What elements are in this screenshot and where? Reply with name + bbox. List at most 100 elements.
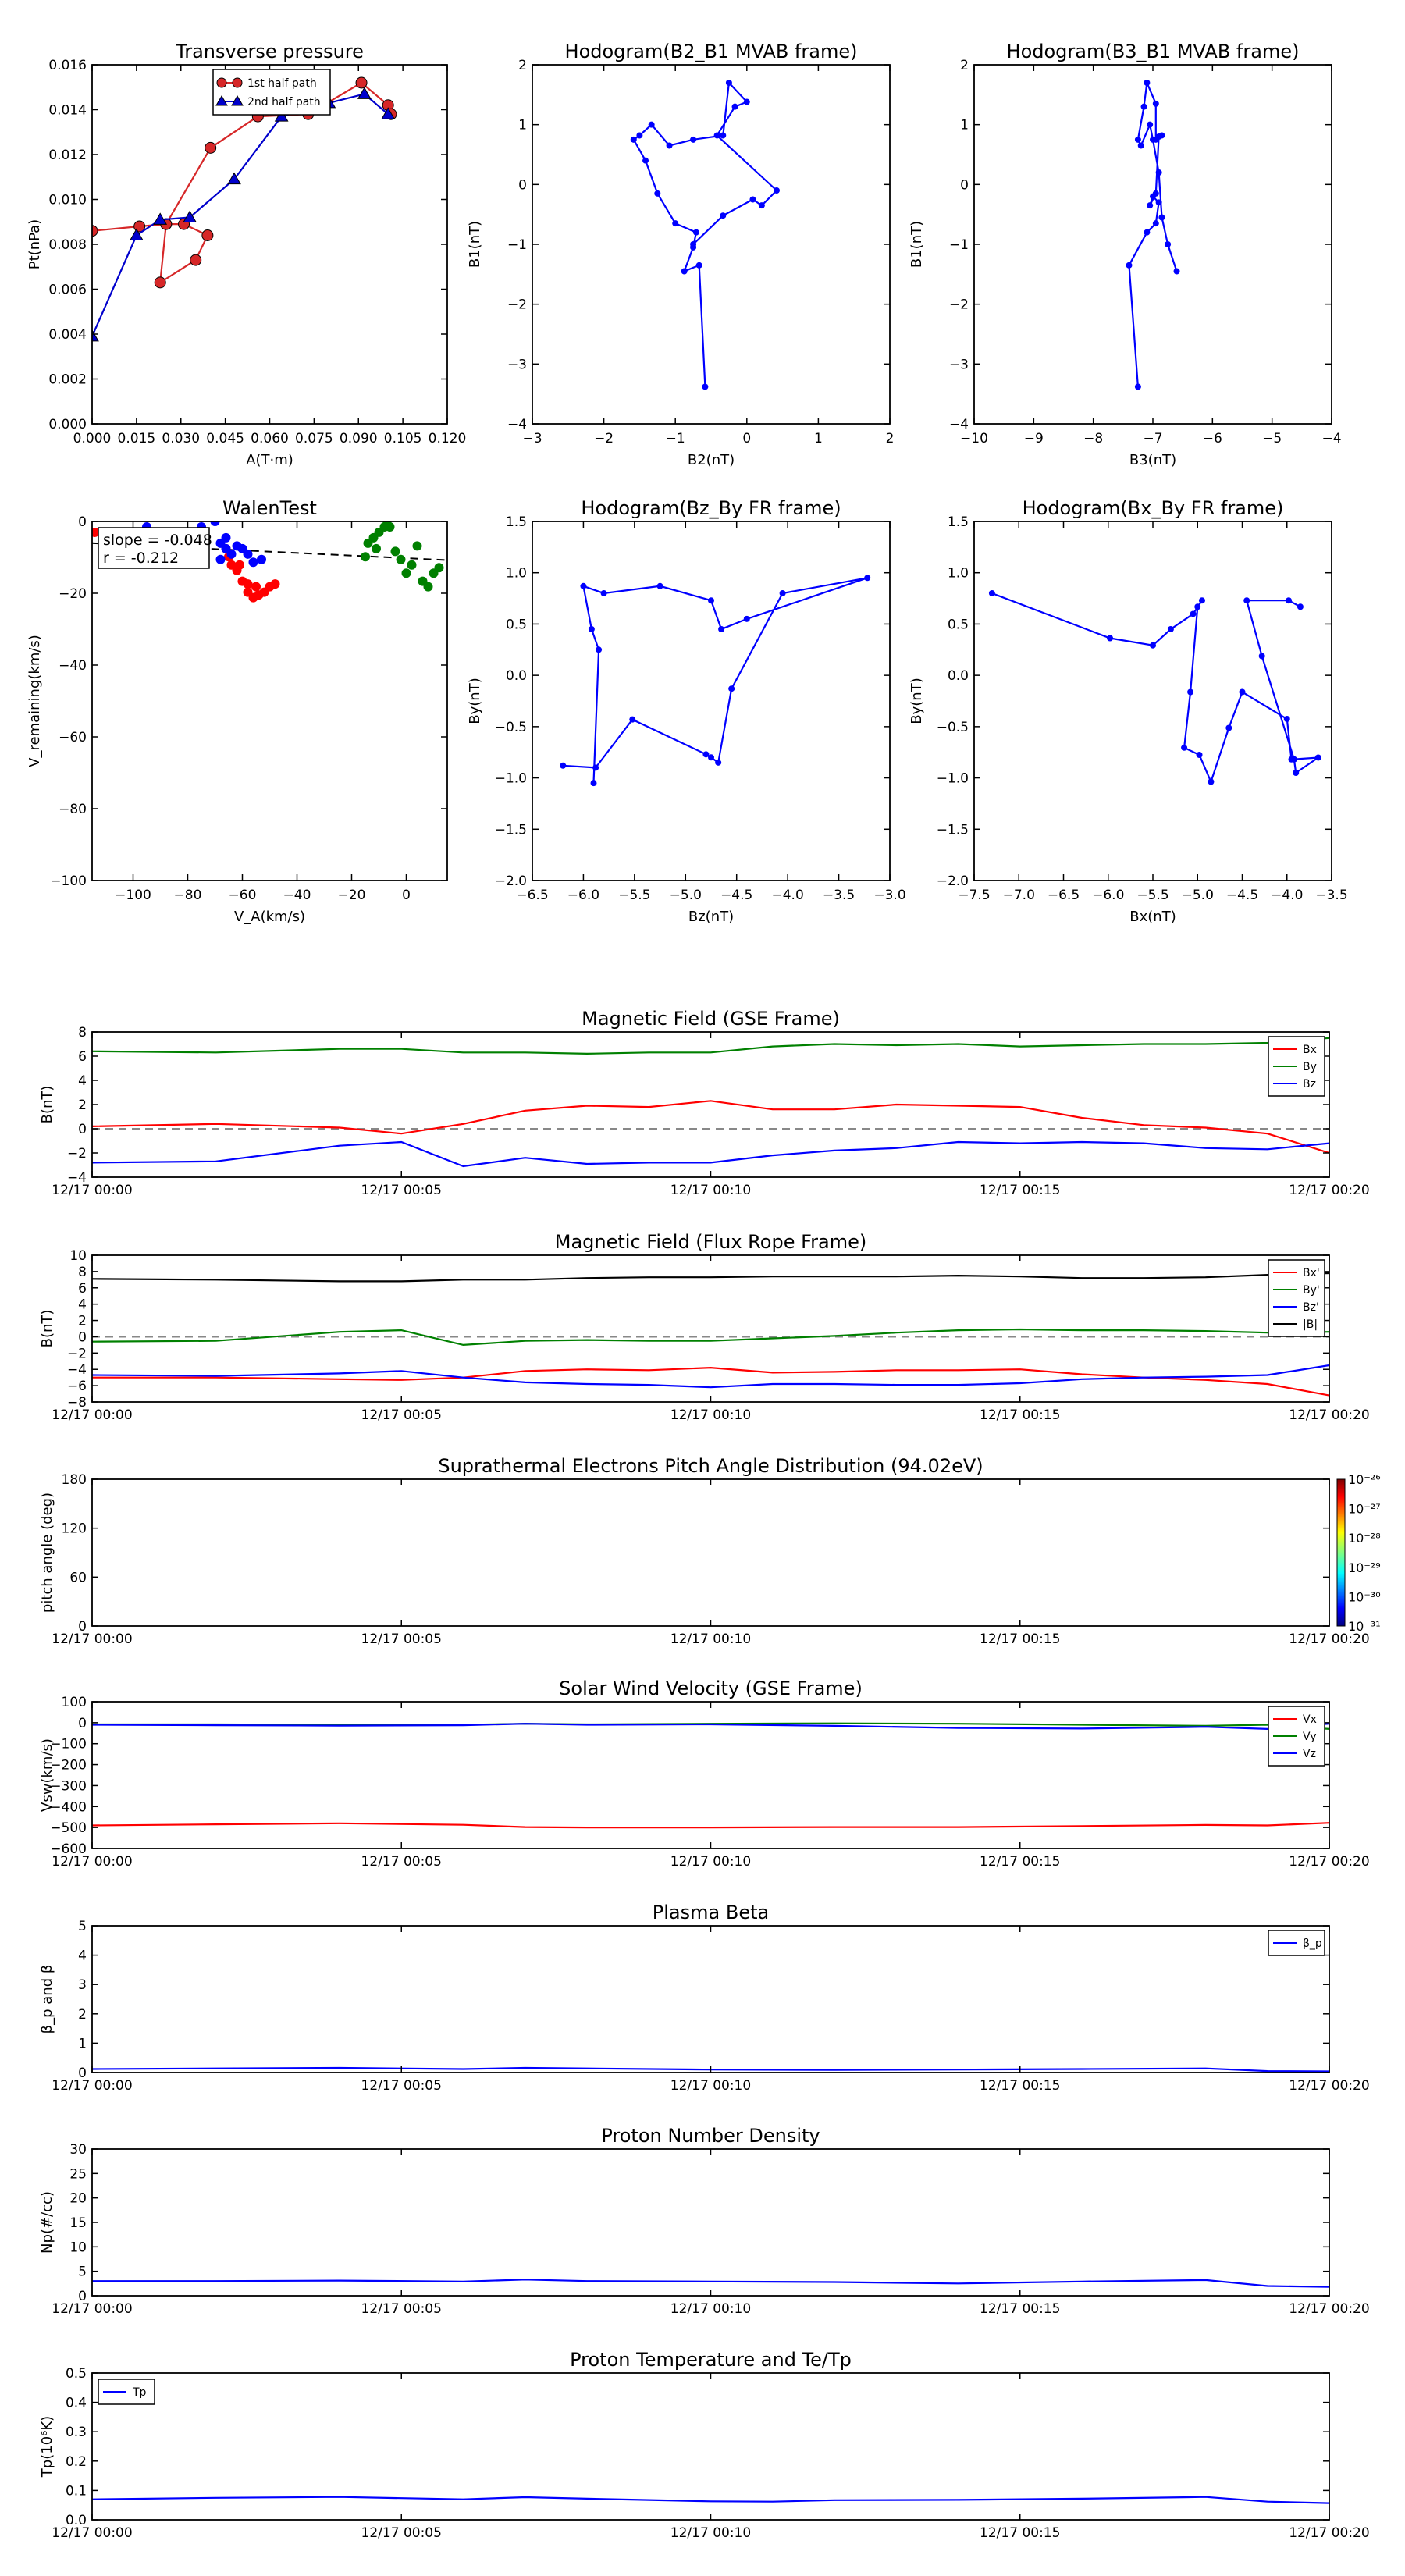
series-line-Bx xyxy=(92,1100,1329,1155)
x-tick-label: −60 xyxy=(229,888,257,903)
y-tick-label: 2 xyxy=(78,1314,87,1329)
axes-frame xyxy=(532,521,891,881)
legend: Vx Vy Vz xyxy=(1268,1706,1325,1767)
y-tick-label: −600 xyxy=(50,1841,87,1857)
legend-label: |B| xyxy=(1303,1318,1318,1331)
y-axis-label: Tp(10⁶K) xyxy=(39,2416,55,2478)
colorbar-tick-label: 10⁻²⁹ xyxy=(1348,1560,1381,1575)
y-tick-label: 2 xyxy=(960,58,969,73)
x-tick-label: −40 xyxy=(283,888,311,903)
plot-area xyxy=(92,1037,1329,1168)
x-tick-label: 12/17 00:10 xyxy=(670,2301,751,2317)
x-axis-label: A(T·m) xyxy=(246,452,293,468)
data-point xyxy=(592,764,599,771)
data-point xyxy=(1198,597,1205,604)
x-tick-label: 12/17 00:00 xyxy=(52,1183,132,1198)
legend-label: Vz xyxy=(1303,1748,1316,1760)
y-tick-label: 2 xyxy=(78,1098,87,1113)
y-tick-label: −2.0 xyxy=(937,873,969,889)
x-tick-label: −1 xyxy=(666,431,685,447)
y-tick-label: −4 xyxy=(67,1362,87,1378)
data-point xyxy=(1190,610,1197,617)
data-point xyxy=(743,98,750,105)
legend-label: Bz' xyxy=(1303,1301,1319,1314)
panel-mf_fr: Magnetic Field (Flux Rope Frame) −8−6−4−2… xyxy=(39,1231,1370,1423)
y-tick-label: −2 xyxy=(949,297,969,313)
y-tick-label: 100 xyxy=(62,1695,87,1710)
y-tick-label: 0.0 xyxy=(506,668,527,684)
scatter-point xyxy=(243,549,253,559)
data-point xyxy=(725,80,732,86)
y-tick-label: 6 xyxy=(78,1281,87,1297)
data-point xyxy=(702,751,710,758)
series-line-Bx' xyxy=(92,1366,1329,1397)
data-point xyxy=(1150,642,1156,649)
y-tick-label: 3 xyxy=(78,1977,87,1993)
y-tick-label: 0 xyxy=(78,1716,87,1731)
x-tick-label: 12/17 00:00 xyxy=(52,1631,132,1647)
data-point xyxy=(153,212,168,225)
data-point xyxy=(560,762,567,769)
y-axis-label: V_remaining(km/s) xyxy=(27,635,43,767)
data-point xyxy=(656,582,663,589)
data-point xyxy=(715,759,722,766)
data-point xyxy=(1158,132,1165,139)
legend-box xyxy=(212,69,331,116)
axes-frame xyxy=(91,1031,1330,1178)
scatter-point xyxy=(401,568,411,578)
y-tick-label: 2 xyxy=(78,2007,87,2023)
data-point xyxy=(672,220,679,227)
y-axis-label: β_p and β xyxy=(39,1965,55,2034)
y-tick-label: 0.5 xyxy=(948,617,969,632)
data-point xyxy=(749,196,756,203)
data-point xyxy=(1144,80,1151,86)
legend-label: By' xyxy=(1303,1284,1320,1297)
x-tick-label: 12/17 00:20 xyxy=(1289,1854,1369,1870)
y-tick-label: 0.1 xyxy=(66,2483,87,2499)
data-point xyxy=(227,172,241,185)
data-point xyxy=(773,187,780,194)
y-tick-label: −100 xyxy=(50,1737,87,1752)
plot-area xyxy=(92,2496,1329,2504)
plot-area xyxy=(92,2279,1329,2288)
data-point xyxy=(1187,688,1194,696)
data-point xyxy=(1147,202,1154,209)
y-axis-label: By(nT) xyxy=(467,678,483,724)
data-point xyxy=(1158,214,1165,221)
x-tick-label: 12/17 00:10 xyxy=(670,1407,751,1423)
x-tick-label: −4.0 xyxy=(772,888,804,903)
x-tick-label: 12/17 00:10 xyxy=(670,1631,751,1647)
y-axis-label: Vsw(km/s) xyxy=(39,1738,55,1812)
scatter-point xyxy=(92,527,100,537)
x-tick-label: 0.060 xyxy=(251,431,289,447)
y-tick-label: 0.014 xyxy=(48,103,87,119)
data-point xyxy=(1150,136,1156,143)
y-axis-label: B1(nT) xyxy=(467,221,483,268)
y-tick-label: −2 xyxy=(67,1146,87,1162)
y-tick-label: 15 xyxy=(69,2215,87,2231)
data-point xyxy=(1196,752,1203,758)
data-point xyxy=(1147,121,1154,128)
series-line-|B| xyxy=(92,1272,1329,1283)
colorbar-tick-label: 10⁻³⁰ xyxy=(1348,1589,1381,1604)
heatmap-area xyxy=(92,1479,1329,1626)
legend: β_p xyxy=(1268,1930,1325,1956)
y-tick-label: 25 xyxy=(69,2166,87,2182)
legend: Bx' By' Bz' |B| xyxy=(1268,1259,1325,1337)
data-point xyxy=(92,329,99,342)
y-tick-label: −100 xyxy=(50,873,87,889)
y-tick-label: −40 xyxy=(59,658,87,674)
x-tick-label: 12/17 00:00 xyxy=(52,2525,132,2541)
data-point xyxy=(154,276,166,289)
y-tick-label: 0.000 xyxy=(48,417,87,432)
series-line-s0 xyxy=(632,80,778,387)
y-tick-label: −500 xyxy=(50,1820,87,1836)
x-tick-label: 12/17 00:20 xyxy=(1289,2525,1369,2541)
x-tick-label: 12/17 00:05 xyxy=(361,2301,442,2317)
legend-marker xyxy=(216,77,227,88)
x-tick-label: −5.5 xyxy=(1136,888,1168,903)
x-tick-label: 12/17 00:00 xyxy=(52,2078,132,2094)
scatter-point xyxy=(434,563,444,573)
y-tick-label: 1.5 xyxy=(506,514,527,530)
data-point xyxy=(1293,770,1300,776)
